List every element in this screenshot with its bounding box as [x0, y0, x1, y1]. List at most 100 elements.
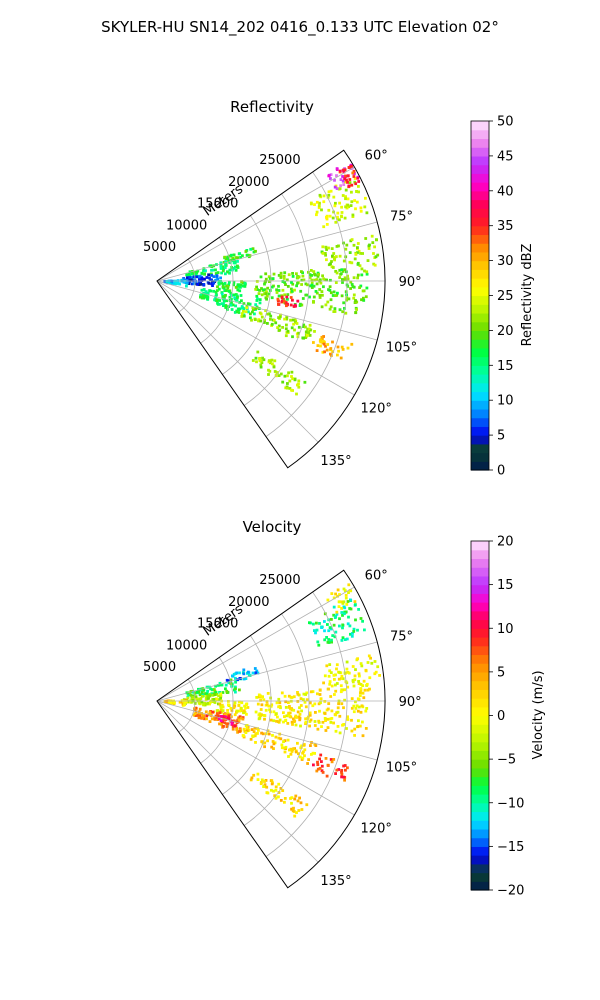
echo-gate: [259, 275, 263, 279]
echo-gate: [219, 267, 223, 270]
echo-gate: [280, 296, 284, 299]
echo-gate: [320, 305, 324, 309]
echo-gate: [327, 193, 331, 197]
echo-gate: [376, 665, 380, 669]
echo-gate: [197, 701, 201, 705]
echo-cell: [225, 667, 260, 684]
echo-cell: [322, 654, 381, 689]
echo-gate: [294, 319, 298, 323]
colorbar-segment: [471, 567, 489, 577]
echo-gate: [283, 317, 286, 321]
echo-gate: [221, 282, 225, 286]
echo-gate: [277, 289, 281, 292]
echo-gate: [241, 281, 245, 285]
echo-gate: [357, 705, 361, 709]
echo-gate: [258, 301, 262, 305]
echo-gate: [270, 788, 273, 792]
echo-gate: [198, 278, 201, 282]
echo-gate: [343, 778, 346, 782]
echo-gate: [304, 720, 308, 724]
colorbar-segment: [471, 706, 489, 717]
echo-gate: [315, 210, 319, 214]
echo-gate: [354, 299, 357, 302]
echo-cell: [163, 698, 188, 707]
echo-gate: [270, 703, 274, 707]
echo-gate: [231, 674, 234, 678]
echo-gate: [348, 251, 352, 254]
echo-gate: [298, 796, 301, 800]
echo-gate: [185, 278, 189, 282]
echo-gate: [230, 709, 234, 712]
echo-gate: [272, 710, 276, 714]
colorbar-segment: [471, 811, 489, 821]
echo-gate: [259, 365, 263, 369]
echo-gate: [333, 204, 337, 208]
echo-gate: [279, 276, 283, 279]
echo-gate: [321, 350, 325, 354]
echo-gate: [326, 623, 329, 626]
echo-gate: [359, 662, 363, 665]
echo-gate: [303, 380, 307, 384]
echo-gate: [330, 717, 334, 720]
colorbar-segment: [471, 828, 489, 839]
echo-gate: [355, 200, 359, 204]
echo-gate: [242, 672, 246, 676]
echo-gate: [324, 303, 328, 307]
echo-gate: [203, 692, 207, 695]
echo-gate: [277, 324, 281, 328]
echo-gate: [331, 350, 335, 353]
echo-gate: [225, 725, 229, 728]
echo-gate: [223, 266, 227, 270]
echo-gate: [323, 620, 326, 623]
echo-gate: [327, 638, 331, 641]
echo-gate: [246, 302, 250, 306]
echo-gate: [250, 776, 254, 780]
echo-gate: [289, 752, 293, 756]
echo-gate: [361, 691, 365, 695]
echo-gate: [272, 789, 275, 793]
echo-gate: [270, 322, 274, 326]
echo-gate: [291, 377, 294, 381]
echo-gate: [291, 282, 295, 286]
echo-gate: [338, 671, 341, 674]
echo-gate: [354, 668, 357, 671]
echo-gate: [334, 615, 338, 618]
echo-gate: [189, 278, 193, 282]
echo-gate: [263, 717, 266, 721]
echo-gate: [347, 583, 351, 587]
echo-gate: [304, 282, 308, 286]
echo-gate: [334, 220, 338, 224]
echo-gate: [287, 701, 290, 704]
echo-gate: [241, 254, 244, 258]
echo-gate: [351, 171, 355, 175]
echo-gate: [319, 701, 322, 705]
echo-gate: [240, 707, 243, 710]
echo-gate: [342, 170, 346, 174]
echo-gate: [224, 306, 228, 309]
echo-gate: [327, 246, 330, 250]
echo-gate: [312, 763, 315, 767]
echo-gate: [295, 716, 299, 719]
echo-gate: [240, 280, 243, 283]
echo-gate: [199, 295, 202, 299]
echo-gate: [353, 257, 357, 261]
echo-cell: [249, 772, 309, 818]
echo-gate: [200, 279, 204, 282]
echo-gate: [348, 589, 352, 592]
echo-gate: [313, 724, 317, 727]
echo-gate: [255, 669, 259, 673]
echo-gate: [215, 299, 219, 302]
echo-gate: [212, 688, 216, 691]
echo-gate: [336, 588, 340, 592]
echo-gate: [290, 326, 294, 330]
echo-gate: [201, 693, 205, 696]
echo-gate: [260, 287, 263, 290]
echo-gate: [325, 348, 329, 352]
colorbar-tick-label: −10: [497, 796, 524, 811]
echo-gate: [358, 694, 362, 698]
echo-gate: [322, 194, 326, 198]
colorbar-segment: [471, 759, 489, 769]
echo-gate: [214, 684, 217, 688]
echo-gate: [222, 267, 225, 271]
echo-gate: [338, 624, 341, 628]
